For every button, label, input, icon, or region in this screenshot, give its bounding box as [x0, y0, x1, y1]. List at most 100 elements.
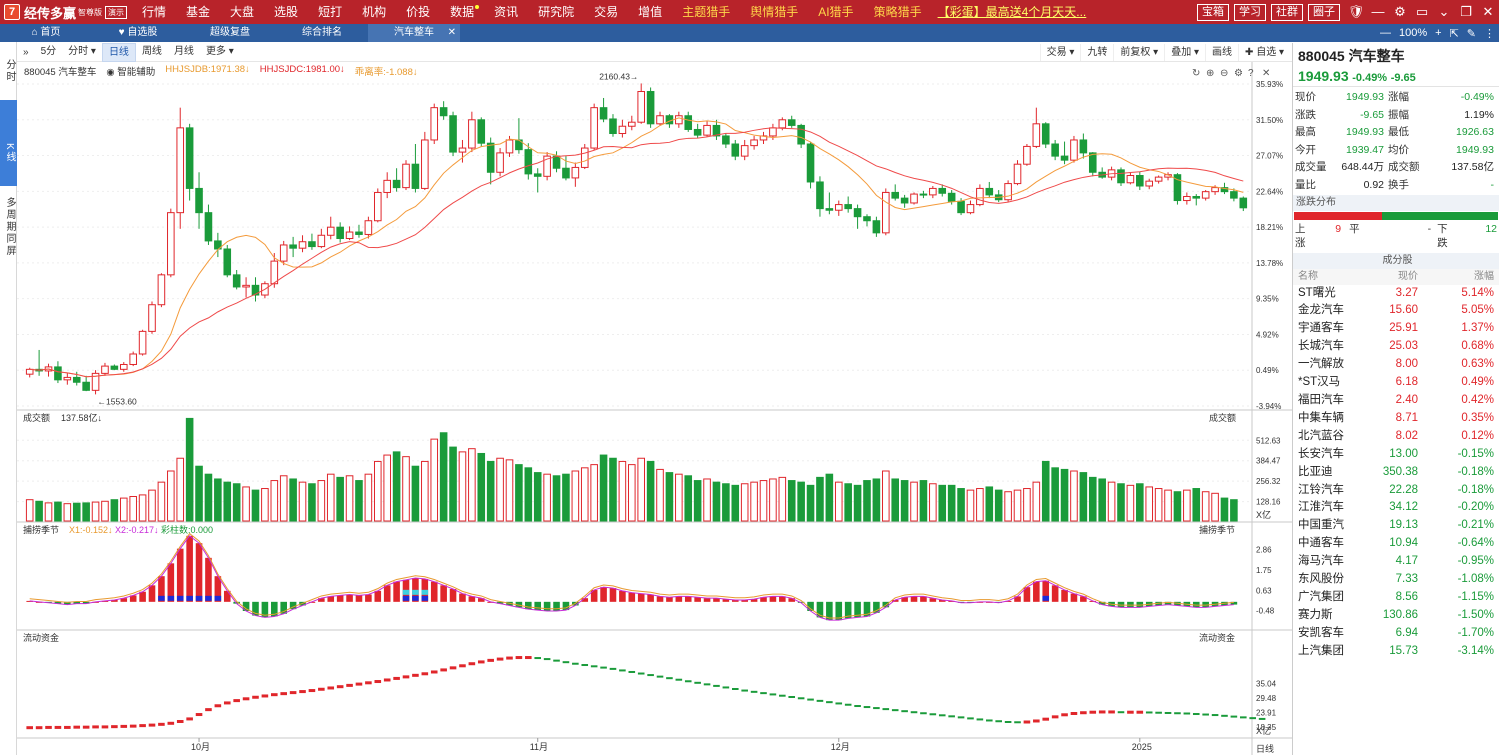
- top-button[interactable]: 社群: [1271, 3, 1303, 21]
- component-row[interactable]: 赛力斯 130.86 -1.50%: [1293, 607, 1499, 625]
- restore-icon[interactable]: ❐: [1460, 4, 1472, 19]
- distribution-counts: 上涨 9 平 - 下跌 12: [1293, 221, 1499, 251]
- view-multi-period[interactable]: 多周期同屏: [4, 197, 15, 257]
- candle: [1126, 175, 1135, 184]
- component-row[interactable]: 海马汽车 4.17 -0.95%: [1293, 553, 1499, 571]
- volume-bar: [533, 472, 542, 522]
- nav-item[interactable]: 研究院: [538, 5, 575, 19]
- down-ratio-bar: [1381, 211, 1498, 220]
- top-button[interactable]: 学习: [1234, 3, 1266, 21]
- gear-icon[interactable]: ⚙: [1394, 4, 1406, 19]
- nav-hot-item[interactable]: 策略猎手: [873, 5, 922, 19]
- component-row[interactable]: 北汽蓝谷 8.02 0.12%: [1293, 428, 1499, 446]
- nav-item[interactable]: 选股: [274, 5, 299, 19]
- indicator-bar: [1033, 581, 1040, 602]
- period-tab[interactable]: 周线: [141, 45, 162, 57]
- period-tab[interactable]: 分时 ▾: [68, 45, 96, 57]
- view-kline[interactable]: K线: [0, 100, 17, 186]
- period-tab[interactable]: 更多 ▾: [205, 45, 234, 57]
- minus-icon[interactable]: —: [1371, 4, 1385, 19]
- y-tick-label: 35.93%: [1256, 80, 1283, 89]
- component-row[interactable]: 江铃汽车 22.28 -0.18%: [1293, 482, 1499, 500]
- tab-item[interactable]: 综合排名: [276, 24, 368, 42]
- toolbar-button[interactable]: 前复权 ▾: [1113, 44, 1164, 61]
- top-button[interactable]: 宝箱: [1197, 3, 1229, 21]
- candle: [825, 208, 834, 211]
- toolbar-button[interactable]: 画线: [1205, 44, 1238, 61]
- nav-hot-item[interactable]: 主题猎手: [682, 5, 731, 19]
- component-row[interactable]: 安凯客车 6.94 -1.70%: [1293, 625, 1499, 643]
- indicator-bar: [1164, 601, 1172, 605]
- component-row[interactable]: 东风股份 7.33 -1.08%: [1293, 571, 1499, 589]
- nav-item[interactable]: 基金: [186, 5, 211, 19]
- top-button[interactable]: 圈子: [1308, 3, 1340, 21]
- tab-item[interactable]: 汽车整车 ✕: [368, 24, 460, 42]
- volume-bar: [750, 481, 758, 522]
- tab-item[interactable]: ⌂ 首页: [0, 24, 92, 42]
- nav-hot-item[interactable]: AI猎手: [818, 5, 854, 19]
- period-tab[interactable]: 5分: [40, 45, 57, 57]
- component-row[interactable]: 广汽集团 8.56 -1.15%: [1293, 589, 1499, 607]
- tab-menu-icon[interactable]: ⋮: [1484, 27, 1495, 40]
- nav-item[interactable]: 资讯: [494, 5, 519, 19]
- component-row[interactable]: 金龙汽车 15.60 5.05%: [1293, 302, 1499, 320]
- zoom-in-button[interactable]: +: [1435, 27, 1442, 39]
- volume-bar: [543, 473, 551, 522]
- promo-link[interactable]: 【彩蛋】最高送4个月天天...: [937, 5, 1087, 19]
- toolbar-button[interactable]: 交易 ▾: [1039, 44, 1081, 61]
- toolbar-button[interactable]: 九转: [1080, 44, 1113, 61]
- indicator-bar: [120, 598, 128, 602]
- zoom-out-button[interactable]: —: [1379, 27, 1391, 39]
- period-tab[interactable]: 月线: [173, 45, 194, 57]
- nav-item[interactable]: 机构: [362, 5, 387, 19]
- component-row[interactable]: 宇通客车 25.91 1.37%: [1293, 320, 1499, 338]
- candle: [411, 163, 420, 189]
- candle: [1230, 191, 1238, 199]
- indicator-bar: [73, 601, 81, 604]
- volume-bar: [1201, 491, 1210, 522]
- period-tab[interactable]: 日线: [101, 42, 136, 62]
- collapse-icon[interactable]: »: [23, 46, 29, 58]
- arrow-icon[interactable]: ⇱: [1449, 27, 1459, 40]
- nav-item[interactable]: 短打: [318, 5, 343, 19]
- component-row[interactable]: ST曙光 3.27 5.14%: [1293, 285, 1499, 303]
- window-icon[interactable]: ▭: [1415, 4, 1429, 19]
- tab-item[interactable]: ♥ 自选股: [92, 24, 184, 42]
- component-row[interactable]: 中国重汽 19.13 -0.21%: [1293, 517, 1499, 535]
- close-icon[interactable]: ✕: [1482, 4, 1494, 19]
- chevron-down-icon[interactable]: ⌄: [1438, 4, 1450, 19]
- home-icon: ⌂: [31, 27, 41, 38]
- nav-item[interactable]: 行情: [142, 5, 167, 19]
- view-minute[interactable]: 分时: [4, 59, 15, 83]
- chart-area[interactable]: 35.93% 31.50% 27.07% 22.64% 18.21% 13.78% 9.35…: [17, 62, 1292, 755]
- nav-item[interactable]: 增值: [638, 5, 663, 19]
- smart-assist-toggle[interactable]: ◉ 智能辅助: [106, 64, 155, 78]
- candle: [853, 208, 862, 218]
- component-row[interactable]: 中集车辆 8.71 0.35%: [1293, 410, 1499, 428]
- close-icon[interactable]: ✕: [447, 27, 456, 38]
- component-row[interactable]: 江淮汽车 34.12 -0.20%: [1293, 499, 1499, 517]
- minus-icon: ⊖: [1220, 68, 1228, 79]
- tab-item[interactable]: 超级复盘: [184, 24, 276, 42]
- toolbar-button[interactable]: 叠加 ▾: [1164, 44, 1205, 61]
- nav-item[interactable]: 价投: [406, 5, 431, 19]
- volume-bar: [1117, 483, 1125, 522]
- nav-item[interactable]: 大盘: [230, 5, 255, 19]
- component-row[interactable]: 比亚迪 350.38 -0.18%: [1293, 464, 1499, 482]
- y-tick-label: 2.86: [1256, 545, 1272, 554]
- component-row[interactable]: 上汽集团 15.73 -3.14%: [1293, 643, 1499, 661]
- nav-item[interactable]: 数据: [440, 0, 484, 24]
- component-row[interactable]: 长城汽车 25.03 0.68%: [1293, 338, 1499, 356]
- indicator-bar: [289, 601, 297, 610]
- component-row[interactable]: 福田汽车 2.40 0.42%: [1293, 392, 1499, 410]
- toolbar-button[interactable]: ✚ 自选 ▾: [1238, 44, 1290, 61]
- nav-hot-item[interactable]: 舆情猎手: [750, 5, 799, 19]
- component-row[interactable]: 长安汽车 13.00 -0.15%: [1293, 446, 1499, 464]
- nav-item[interactable]: 交易: [594, 5, 619, 19]
- volume-bar: [119, 497, 128, 522]
- shield-icon[interactable]: 🛡: [1347, 4, 1365, 19]
- pin-icon[interactable]: ✎: [1466, 27, 1476, 40]
- component-row[interactable]: 中通客车 10.94 -0.64%: [1293, 535, 1499, 553]
- component-row[interactable]: 一汽解放 8.00 0.63%: [1293, 356, 1499, 374]
- component-row[interactable]: *ST汉马 6.18 0.49%: [1293, 374, 1499, 392]
